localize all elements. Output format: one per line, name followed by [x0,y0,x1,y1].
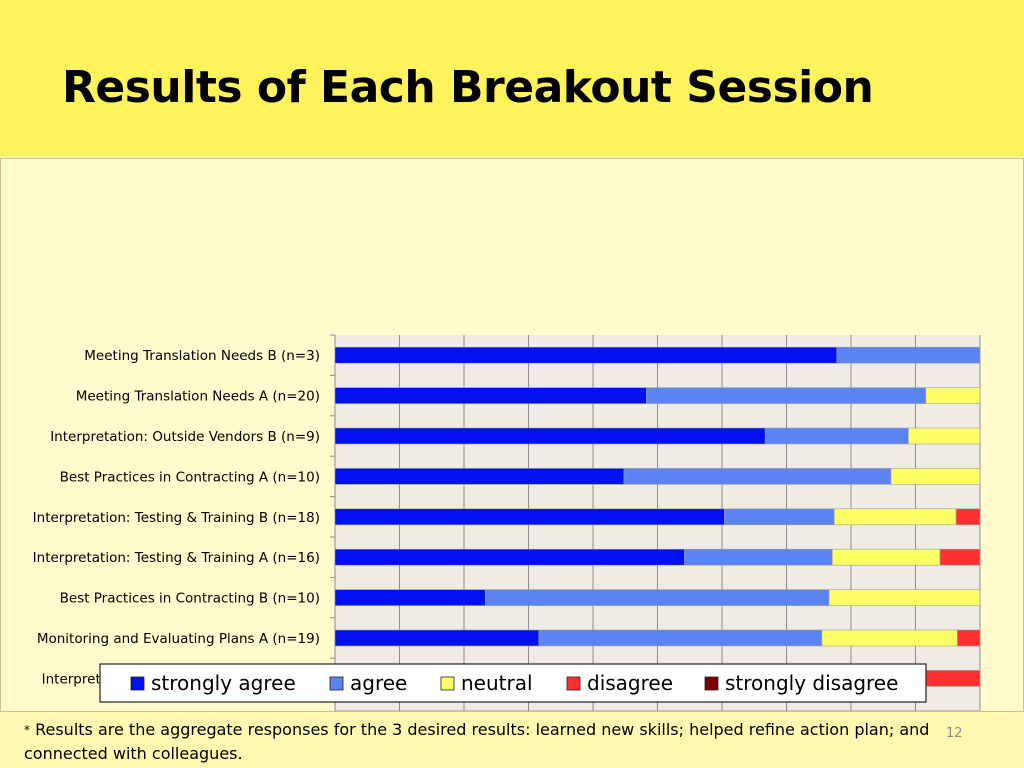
legend-label: strongly agree [151,671,296,695]
bar-segment [939,548,981,566]
bar-segment [684,548,833,566]
bar-segment [334,589,486,606]
legend-label: neutral [461,671,533,695]
bar-segment [833,508,957,526]
category-label: Meeting Translation Needs B (n=3) [84,348,320,364]
footnote-text: Results are the aggregate responses for … [24,720,930,763]
bar-segment [925,387,981,404]
footnote-marker: * [24,723,30,737]
category-label: Best Practices in Contracting B (n=10) [60,591,320,607]
bar-segment [334,468,625,485]
bar-segment [957,629,981,647]
legend-swatch [329,676,344,691]
legend-swatch [704,676,719,691]
legend-swatch [440,676,455,691]
category-label: Best Practices in Contracting A (n=10) [60,469,320,485]
bar-segment [724,508,835,526]
legend-swatch [566,676,581,691]
category-label: Monitoring and Evaluating Plans A (n=19) [37,631,320,647]
page-number: 12 [946,726,963,741]
bar-segment [538,629,823,647]
bar-segment [334,387,647,404]
category-label: Interpretation: Testing & Training A (n=… [33,550,320,566]
bar-segment [828,589,981,606]
bar-segment [890,468,981,485]
bar-segment [484,589,830,606]
category-label: Interpretation: Testing & Training B (n=… [33,510,320,526]
bar-segment [908,427,981,445]
bar-segment [334,548,685,566]
legend-label: disagree [587,671,673,695]
bar-segment [334,346,838,364]
bar-segment [764,427,909,445]
bar-segment [821,629,958,647]
legend-label: strongly disagree [725,671,898,695]
bar-segment [831,548,941,566]
title-banner: Results of Each Breakout Session [0,0,1024,156]
category-label: Meeting Translation Needs A (n=20) [76,389,320,405]
category-label: Interpretation: Outside Vendors B (n=9) [50,429,320,445]
stacked-bar-chart: 0%10%20%30%40%50%60%70%80%90%100%Meeting… [33,334,1007,768]
legend-label: agree [350,671,407,695]
slide-title: Results of Each Breakout Session [62,62,874,113]
bar-segment [646,387,927,404]
chart-panel: 0%10%20%30%40%50%60%70%80%90%100%Meeting… [0,158,1024,768]
legend-swatch [130,676,145,691]
bar-segment [334,427,766,445]
bar-segment [836,346,981,364]
legend [99,663,927,703]
footnote: * Results are the aggregate responses fo… [24,718,944,766]
bar-segment [623,468,892,485]
bar-segment [334,629,540,647]
bar-segment [334,508,725,526]
bar-segment [955,508,981,526]
